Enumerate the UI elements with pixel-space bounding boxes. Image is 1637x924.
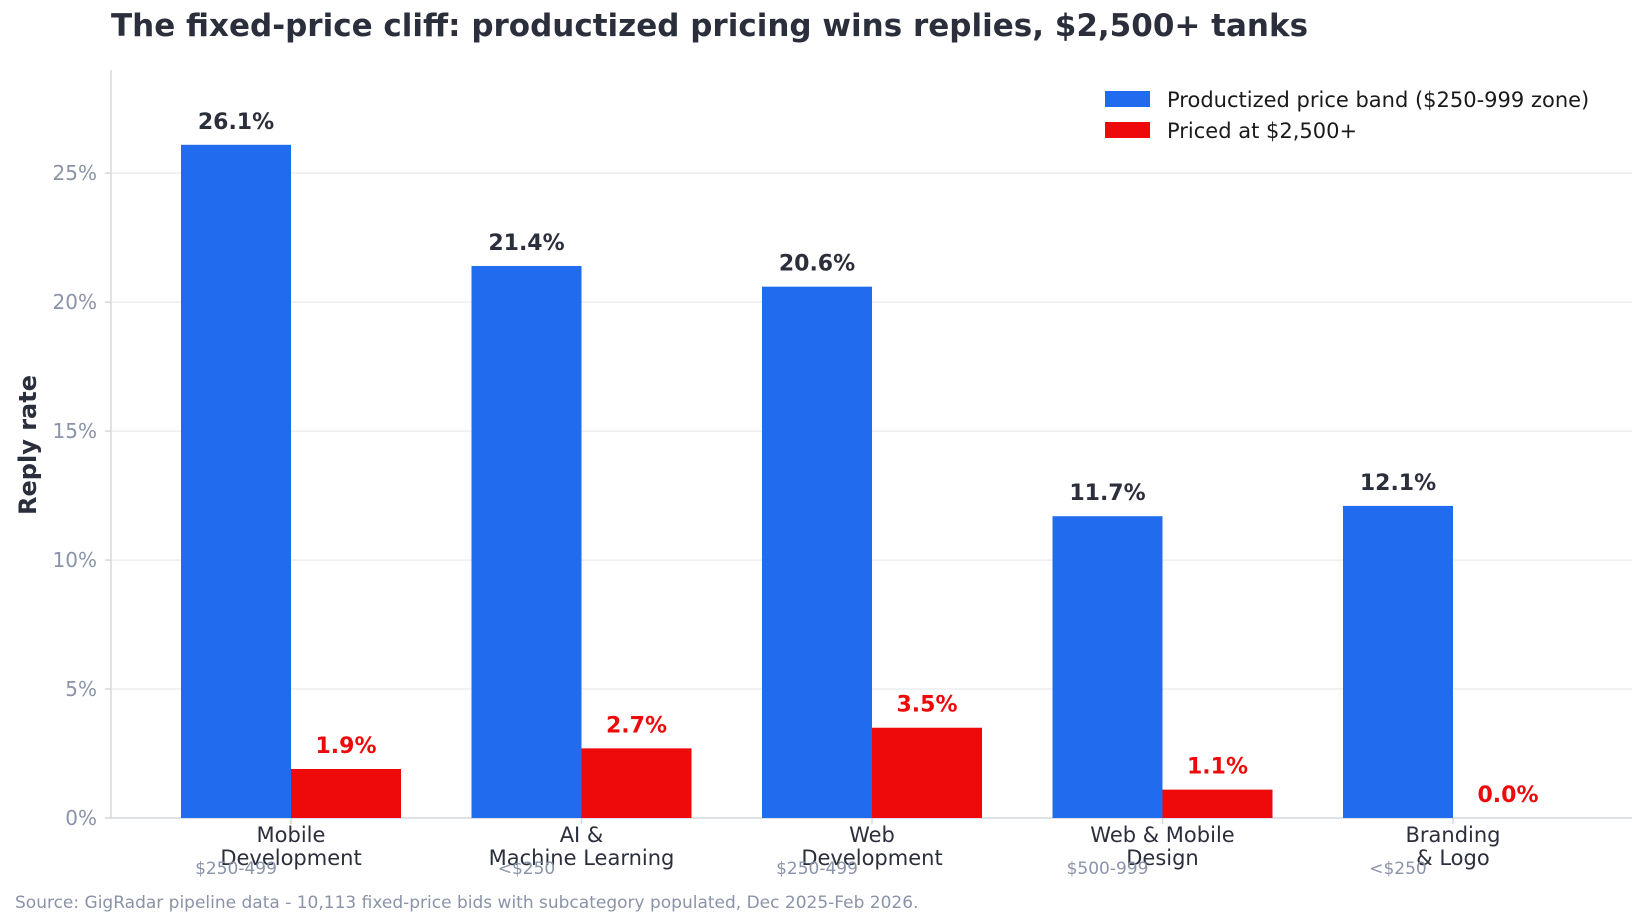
data-label-2500plus: 1.1% <box>1187 755 1248 780</box>
data-label-2500plus: 2.7% <box>606 713 667 738</box>
y-tick-label: 15% <box>53 419 97 443</box>
price-band-label: $250-499 <box>195 859 277 879</box>
x-tick-label: Web & Mobile <box>1090 823 1234 847</box>
y-tick-label: 5% <box>65 677 97 701</box>
bar-productized <box>181 144 291 819</box>
data-label-productized: 12.1% <box>1360 471 1436 496</box>
bar-productized <box>1052 516 1163 818</box>
data-label-2500plus: 3.5% <box>896 693 957 718</box>
x-tick-label: Development <box>220 846 361 870</box>
data-labels: 26.1% 1.9% 21.4% 2.7% 20.6% 3.5% 11.7% 1.1% 12.1… <box>198 110 1539 808</box>
x-tick-label: Branding <box>1405 823 1500 847</box>
x-tick-label: Development <box>801 846 942 870</box>
legend-swatch-2500plus <box>1105 122 1150 138</box>
data-label-productized: 26.1% <box>198 110 274 135</box>
x-tick-label: & Logo <box>1416 846 1489 870</box>
bar-productized <box>1343 505 1453 818</box>
price-band-label: <$250 <box>1369 859 1427 879</box>
x-tick-label: AI & <box>560 823 604 847</box>
price-band-label: <$250 <box>498 859 556 879</box>
y-tick-label: 0% <box>65 806 97 830</box>
bars <box>181 144 1453 819</box>
chart-title: The fixed-price cliff: productized prici… <box>111 8 1309 44</box>
price-band-labels: $250-499 <$250 $250-499 $500-999 <$250 <box>195 859 1427 879</box>
y-tick-label: 25% <box>53 161 97 185</box>
bar-productized <box>762 286 872 818</box>
x-tick-label: Design <box>1126 846 1199 870</box>
bar-productized <box>471 266 582 818</box>
data-label-productized: 21.4% <box>488 231 564 256</box>
x-tick-label: Web <box>849 823 895 847</box>
y-tick-label: 10% <box>53 548 97 572</box>
bar-2500plus <box>291 768 401 818</box>
y-tick-labels: 0% 5% 10% 15% 20% 25% <box>53 161 111 830</box>
data-label-productized: 11.7% <box>1069 481 1145 506</box>
legend-label-productized: Productized price band ($250-999 zone) <box>1167 88 1589 112</box>
source-note: Source: GigRadar pipeline data - 10,113 … <box>15 893 919 913</box>
bar-2500plus <box>1162 789 1273 818</box>
legend: Productized price band ($250-999 zone) P… <box>1105 88 1589 143</box>
legend-label-2500plus: Priced at $2,500+ <box>1167 119 1357 143</box>
data-label-productized: 20.6% <box>779 252 855 277</box>
data-label-2500plus: 1.9% <box>315 734 376 759</box>
price-band-label: $500-999 <box>1067 859 1149 879</box>
data-label-2500plus: 0.0% <box>1477 783 1538 808</box>
price-band-label: $250-499 <box>776 859 858 879</box>
y-tick-label: 20% <box>53 290 97 314</box>
x-tick-label: Mobile <box>257 823 326 847</box>
x-tick-label: Machine Learning <box>489 846 675 870</box>
y-axis-label: Reply rate <box>14 375 42 515</box>
bar-2500plus <box>872 727 982 818</box>
bar-2500plus <box>581 748 692 818</box>
legend-swatch-productized <box>1105 91 1150 107</box>
